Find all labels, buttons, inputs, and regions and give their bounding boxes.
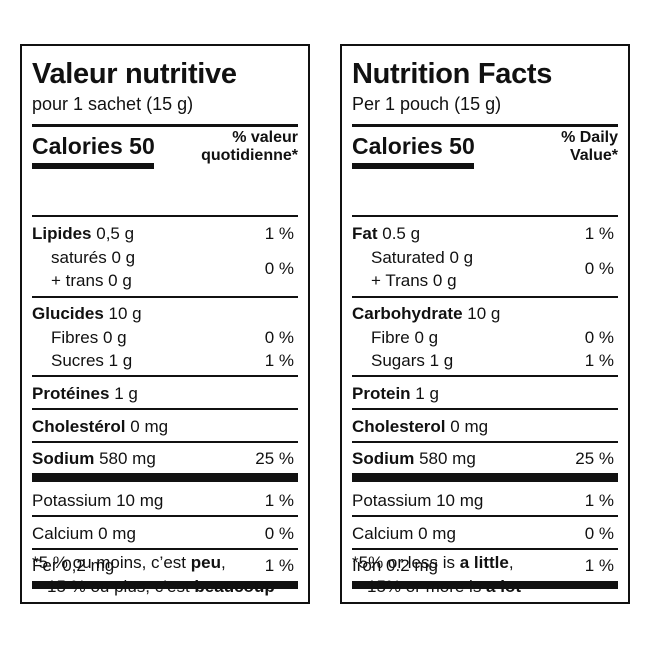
divider (352, 408, 618, 410)
serving-size: Per 1 pouch (15 g) (352, 94, 502, 114)
panel-title: Valeur nutritive (32, 58, 237, 90)
cholesterol-row: Cholestérol 0 mg (32, 417, 169, 436)
trans-row: + Trans 0 g (371, 271, 457, 290)
divider (352, 548, 618, 550)
protein-row: Protein 1 g (352, 384, 439, 403)
divider (352, 375, 618, 377)
english-footnote-line2: 15% or more is a lot (367, 577, 521, 596)
saturated-row: saturés 0 g (51, 248, 136, 267)
french-footnote-line1: *5 % ou moins, c’est peu, (32, 553, 226, 572)
divider (32, 215, 298, 217)
english-nutrition-panel: Nutrition Facts Per 1 pouch (15 g) Calor… (340, 44, 630, 604)
calories-row: Calories 50 (32, 133, 155, 159)
divider (352, 124, 618, 127)
panel-title: Nutrition Facts (352, 58, 553, 90)
carbohydrate-row: Glucides 10 g (32, 304, 142, 323)
cholesterol-row: Cholesterol 0 mg (352, 417, 489, 436)
protein-row: Protéines 1 g (32, 384, 138, 403)
calories-bar (352, 163, 474, 169)
trans-row: + trans 0 g (51, 271, 132, 290)
french-nutrition-panel: Valeur nutritive pour 1 sachet (15 g) Ca… (20, 44, 310, 604)
calories-bar (32, 163, 154, 169)
calories-row: Calories 50 (352, 133, 475, 159)
calcium-row: Calcium 0 mg 0 % (352, 524, 614, 543)
carbohydrate-row: Carbohydrate 10 g (352, 304, 501, 323)
thick-divider (32, 473, 298, 482)
divider (32, 124, 298, 127)
english-footnote-line1: *5% or less is a little, (352, 553, 514, 572)
thick-divider (32, 581, 298, 589)
calcium-row: Calcium 0 mg 0 % (32, 524, 294, 543)
iron-row: Fer 0,2 mg 1 % (32, 556, 294, 575)
daily-value-header: % Daily Value* (561, 129, 618, 164)
divider (352, 296, 618, 298)
potassium-row: Potassium 10 mg 1 % (32, 491, 294, 510)
divider (32, 375, 298, 377)
divider (32, 515, 298, 517)
thick-divider (352, 581, 618, 589)
sodium-row: Sodium 580 mg 25 % (352, 449, 614, 468)
divider (352, 215, 618, 217)
divider (352, 515, 618, 517)
saturated-row: Saturated 0 g (371, 248, 474, 267)
divider (32, 441, 298, 443)
serving-size: pour 1 sachet (15 g) (32, 94, 194, 114)
potassium-row: Potassium 10 mg 1 % (352, 491, 614, 510)
french-footnote-line2: 15 % ou plus, c’est beaucoup (47, 577, 275, 596)
daily-value-header: % valeur quotidienne* (201, 129, 298, 164)
thick-divider (352, 473, 618, 482)
divider (32, 548, 298, 550)
divider (32, 296, 298, 298)
divider (352, 441, 618, 443)
divider (32, 408, 298, 410)
iron-row: Iron 0.2 mg 1 % (352, 556, 614, 575)
sodium-row: Sodium 580 mg 25 % (32, 449, 294, 468)
